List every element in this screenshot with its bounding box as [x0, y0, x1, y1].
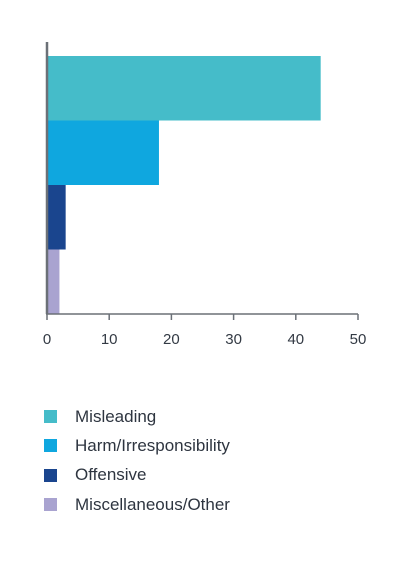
legend: Misleading Harm/Irresponsibility Offensi… [44, 402, 230, 519]
legend-swatch-miscellaneous-other [44, 498, 57, 512]
legend-label-miscellaneous-other: Miscellaneous/Other [75, 494, 230, 514]
legend-swatch-harm-irresponsibility [44, 439, 57, 453]
legend-label-offensive: Offensive [75, 465, 147, 485]
x-tick-label-40: 40 [287, 331, 304, 348]
x-tick-label-50: 50 [350, 331, 367, 348]
x-tick-label-30: 30 [225, 331, 242, 348]
x-tick-label-0: 0 [43, 331, 51, 348]
legend-item-harm-irresponsibility: Harm/Irresponsibility [44, 431, 230, 460]
bar-harm-irresponsibility [47, 120, 159, 185]
legend-item-misleading: Misleading [44, 402, 230, 431]
legend-label-harm-irresponsibility: Harm/Irresponsibility [75, 435, 230, 455]
bar-chart-plot: 0 10 20 30 40 50 [43, 42, 367, 348]
bar-misleading [47, 56, 321, 121]
legend-item-miscellaneous-other: Miscellaneous/Other [44, 490, 230, 519]
x-tick-label-20: 20 [163, 331, 180, 348]
legend-swatch-offensive [44, 468, 57, 482]
x-tick-label-10: 10 [101, 331, 118, 348]
bar-offensive [47, 185, 66, 250]
bar-miscellaneous-other [47, 249, 60, 314]
legend-item-offensive: Offensive [44, 461, 230, 490]
legend-swatch-misleading [44, 410, 57, 424]
legend-label-misleading: Misleading [75, 406, 157, 426]
